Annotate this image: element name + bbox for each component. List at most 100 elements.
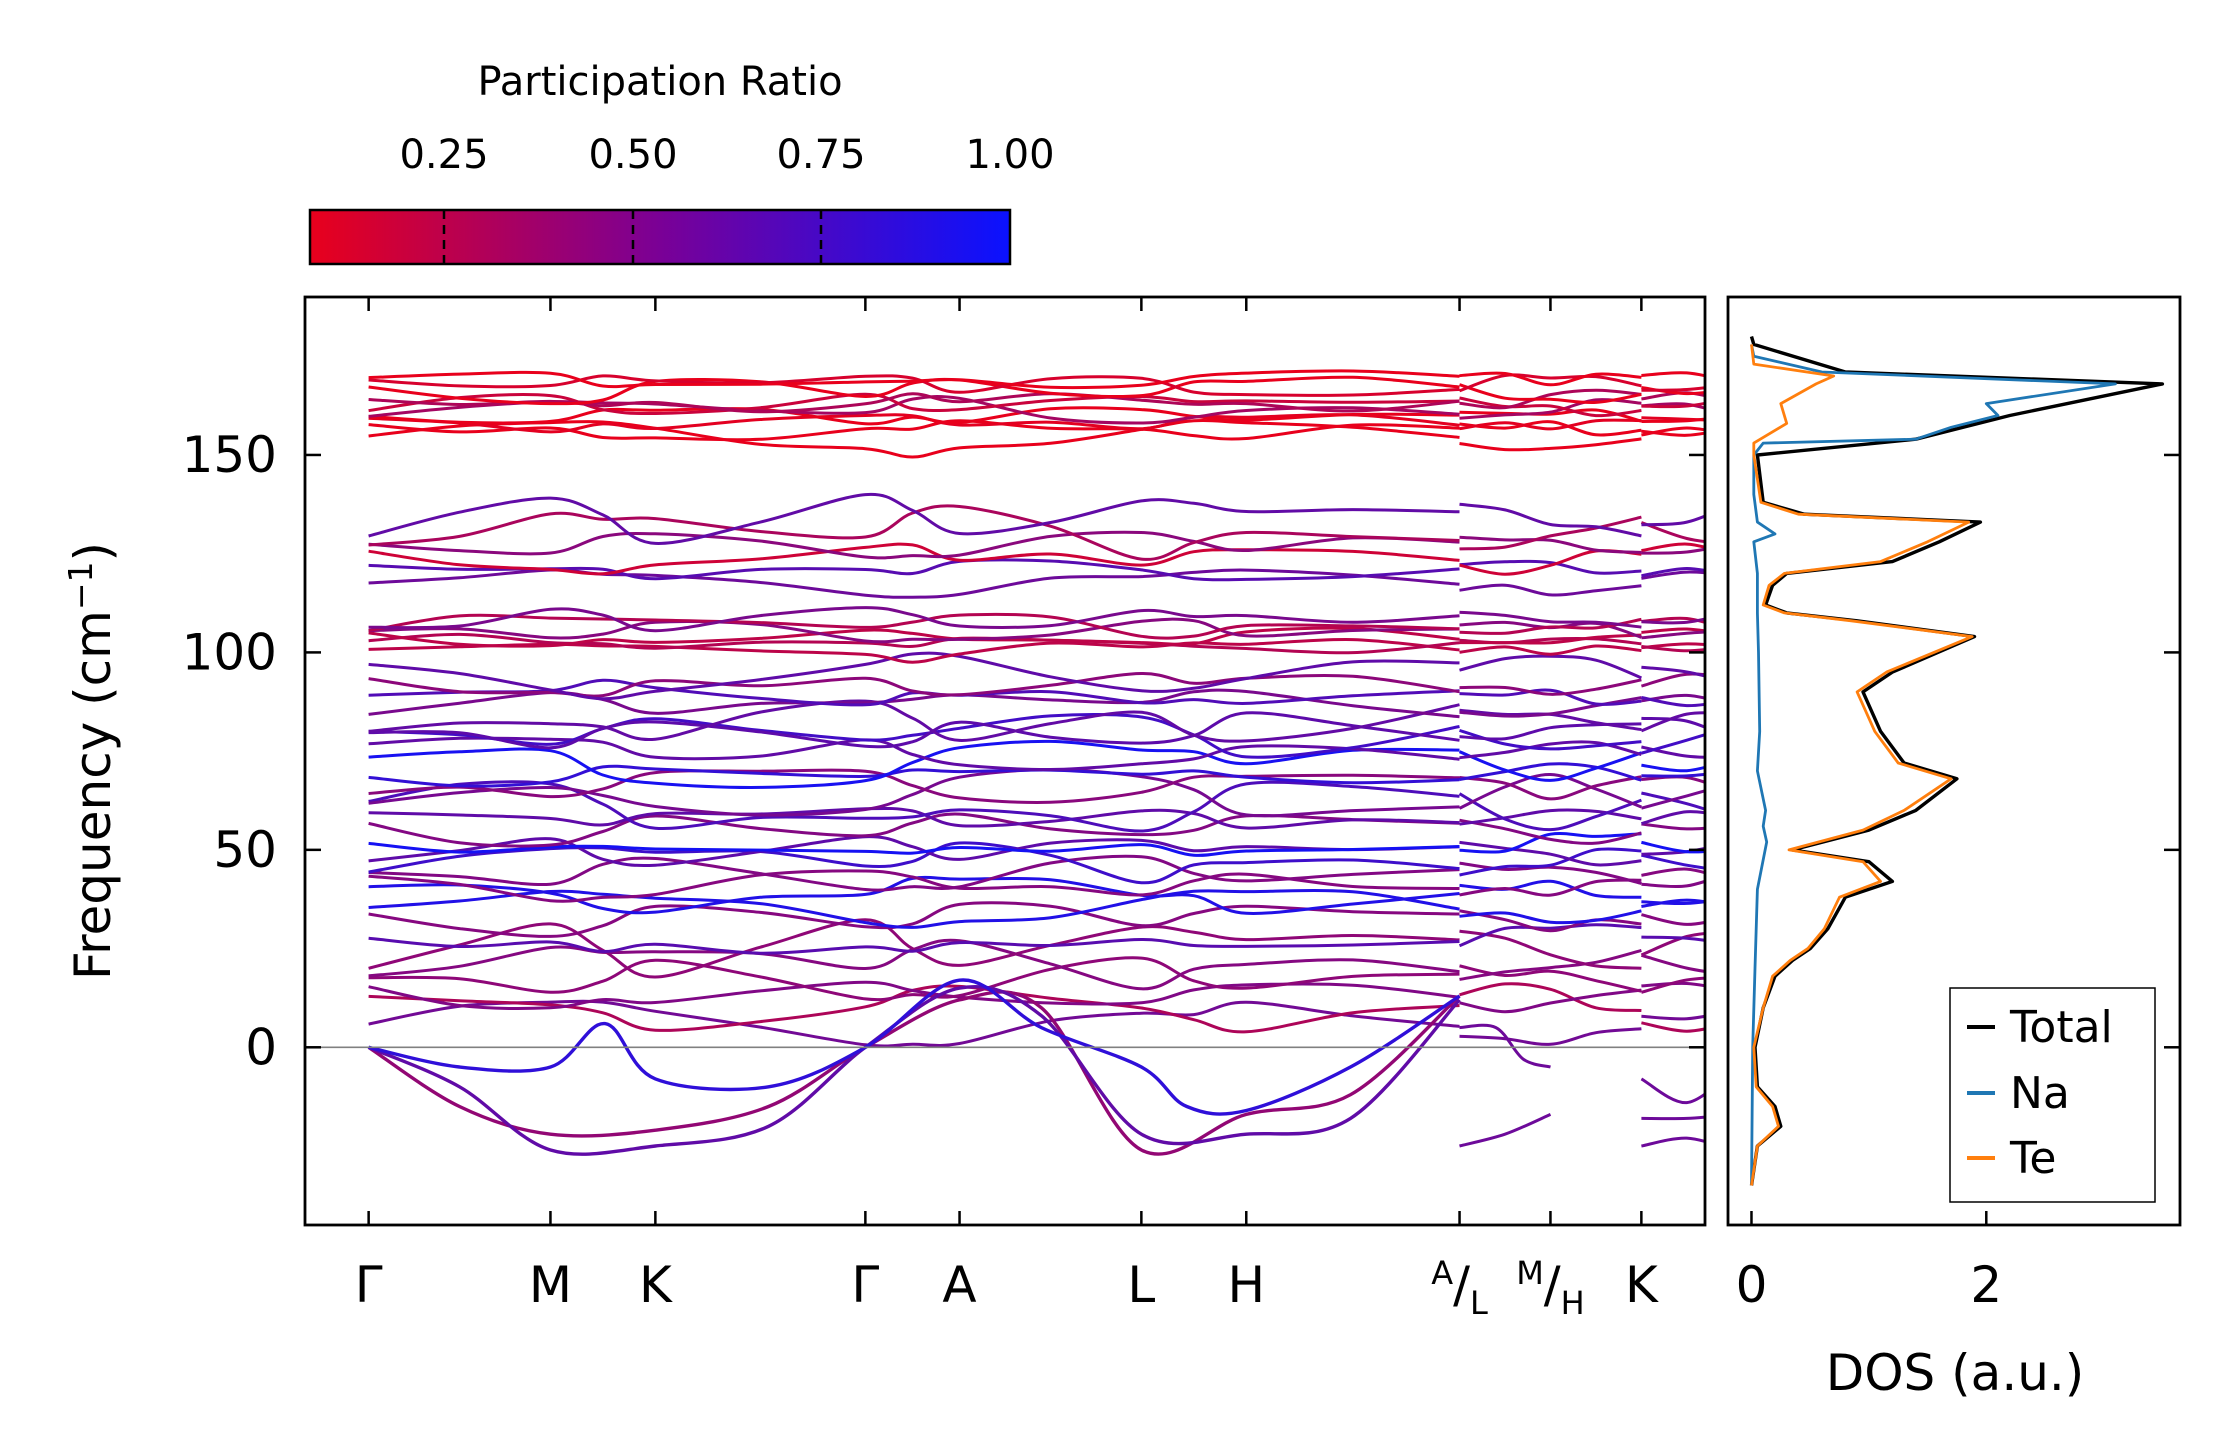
band-structure-panel: Γ M K Γ A L H A/L M/H K 0 50 100 150 Frequency (cm−1) [61, 295, 1707, 1322]
x-tick-label: K [1625, 1256, 1659, 1314]
phonon-branch [1641, 791, 1705, 811]
phonon-branch [368, 888, 1460, 929]
dos-series-na [1750, 344, 2117, 1186]
phonon-branch [1459, 678, 1642, 696]
y-axis-label: Frequency (cm−1) [61, 542, 122, 980]
x-tick-label: A/L [1431, 1254, 1488, 1322]
phonon-branch [1459, 408, 1642, 423]
phonon-branch [1458, 772, 1642, 810]
phonon-branch [368, 739, 1460, 789]
phonon-branch [368, 492, 1460, 545]
phonon-branch [367, 984, 1461, 1156]
phonon-branch [1459, 948, 1642, 981]
y-tick-label: 150 [182, 426, 277, 484]
phonon-branch [368, 542, 1460, 576]
phonon-branch [1459, 762, 1642, 782]
phonon-branch [1459, 559, 1642, 575]
phonon-branch [368, 999, 1460, 1048]
phonon-branch [1641, 1014, 1705, 1021]
phonon-branch [1459, 371, 1642, 387]
phonon-branch [1641, 900, 1705, 906]
phonon-branch [368, 558, 1460, 582]
phonon-branch [1459, 418, 1642, 431]
band-frame [303, 295, 1707, 1227]
phonon-branch [1641, 935, 1705, 942]
phonon-branch [1459, 808, 1642, 826]
phonon-branch [1459, 909, 1642, 933]
phonon-branch [1459, 1027, 1642, 1046]
phonon-branch [1641, 570, 1705, 580]
phonon-branch [1458, 792, 1642, 832]
phonon-branch [1640, 953, 1705, 973]
y-tick-label: 0 [245, 1018, 277, 1076]
phonon-branch [1640, 521, 1705, 544]
phonon-branch [1459, 388, 1642, 410]
phonon-branch [1641, 547, 1705, 555]
phonon-branch [368, 711, 1460, 750]
colorbar: Participation Ratio 0.25 0.50 0.75 1.00 [308, 59, 1055, 266]
phonon-branch [1459, 1113, 1552, 1148]
phonon-branch [1640, 672, 1705, 688]
phonon-branch [368, 978, 1461, 1116]
phonon-branch [368, 901, 1460, 938]
phonon-branch [368, 780, 1460, 833]
phonon-branch [1459, 929, 1642, 970]
phonon-branch [368, 678, 1460, 707]
phonon-branch [368, 713, 1460, 759]
colorbar-gradient [308, 208, 1012, 266]
phonon-branch [1640, 1077, 1705, 1105]
phonon-branch [368, 406, 1460, 426]
phonon-branch [1459, 988, 1642, 1014]
phonon-branch [1459, 644, 1642, 656]
x-tick-label: L [1127, 1256, 1155, 1314]
phonon-branch [1459, 775, 1642, 801]
phonon-branch [1458, 750, 1642, 782]
legend-label: Te [2009, 1133, 2056, 1184]
phonon-branch [368, 736, 1460, 772]
phonon-branch [1459, 383, 1642, 405]
phonon-branch [1641, 617, 1705, 625]
phonon-branch [1641, 401, 1705, 409]
x-tick-label: 0 [1736, 1256, 1768, 1314]
phonon-branch [1459, 909, 1642, 925]
x-tick-label: A [942, 1256, 976, 1314]
phonon-branch [1640, 711, 1705, 733]
phonon-branch [1459, 535, 1642, 554]
phonon-branch [1641, 1021, 1705, 1033]
colorbar-tick-label: 1.00 [965, 132, 1054, 178]
phonon-branch [1459, 633, 1642, 645]
phonon-branch [368, 392, 1460, 416]
phonon-branch [1459, 617, 1642, 635]
phonon-branch [1641, 822, 1705, 831]
phonon-branch [1641, 898, 1705, 908]
phonon-branch [368, 936, 1460, 955]
phonon-branch [1641, 981, 1705, 988]
phonon-branch [368, 419, 1460, 442]
phonon-branch [368, 626, 1460, 648]
y-tick-label: 100 [182, 623, 277, 681]
phonon-branch [1641, 566, 1705, 578]
dos-series-te [1750, 344, 1974, 1186]
phonon-branch [1459, 1023, 1551, 1069]
phonon-branch [1459, 583, 1642, 597]
colorbar-label: Participation Ratio [477, 59, 842, 105]
legend-label: Na [2010, 1068, 2070, 1119]
x-tick-label: 2 [1970, 1256, 2002, 1314]
x-tick-label: K [639, 1256, 673, 1314]
phonon-branch [1641, 775, 1705, 784]
phonon-branch [1459, 515, 1642, 551]
phonon-branch [1641, 696, 1705, 708]
phonon-branch [368, 369, 1460, 390]
phonon-branch [1641, 630, 1705, 640]
phonon-branch [1459, 982, 1642, 1012]
phonon-branch [368, 530, 1460, 560]
phonon-branch [367, 990, 1461, 1156]
dos-lines [1749, 336, 2165, 1186]
phonon-branch [1641, 789, 1705, 810]
phonon-branch [1640, 733, 1705, 755]
phonon-branch [1641, 616, 1705, 624]
phonon-branch [1459, 396, 1642, 418]
phonon-branch [368, 612, 1460, 640]
